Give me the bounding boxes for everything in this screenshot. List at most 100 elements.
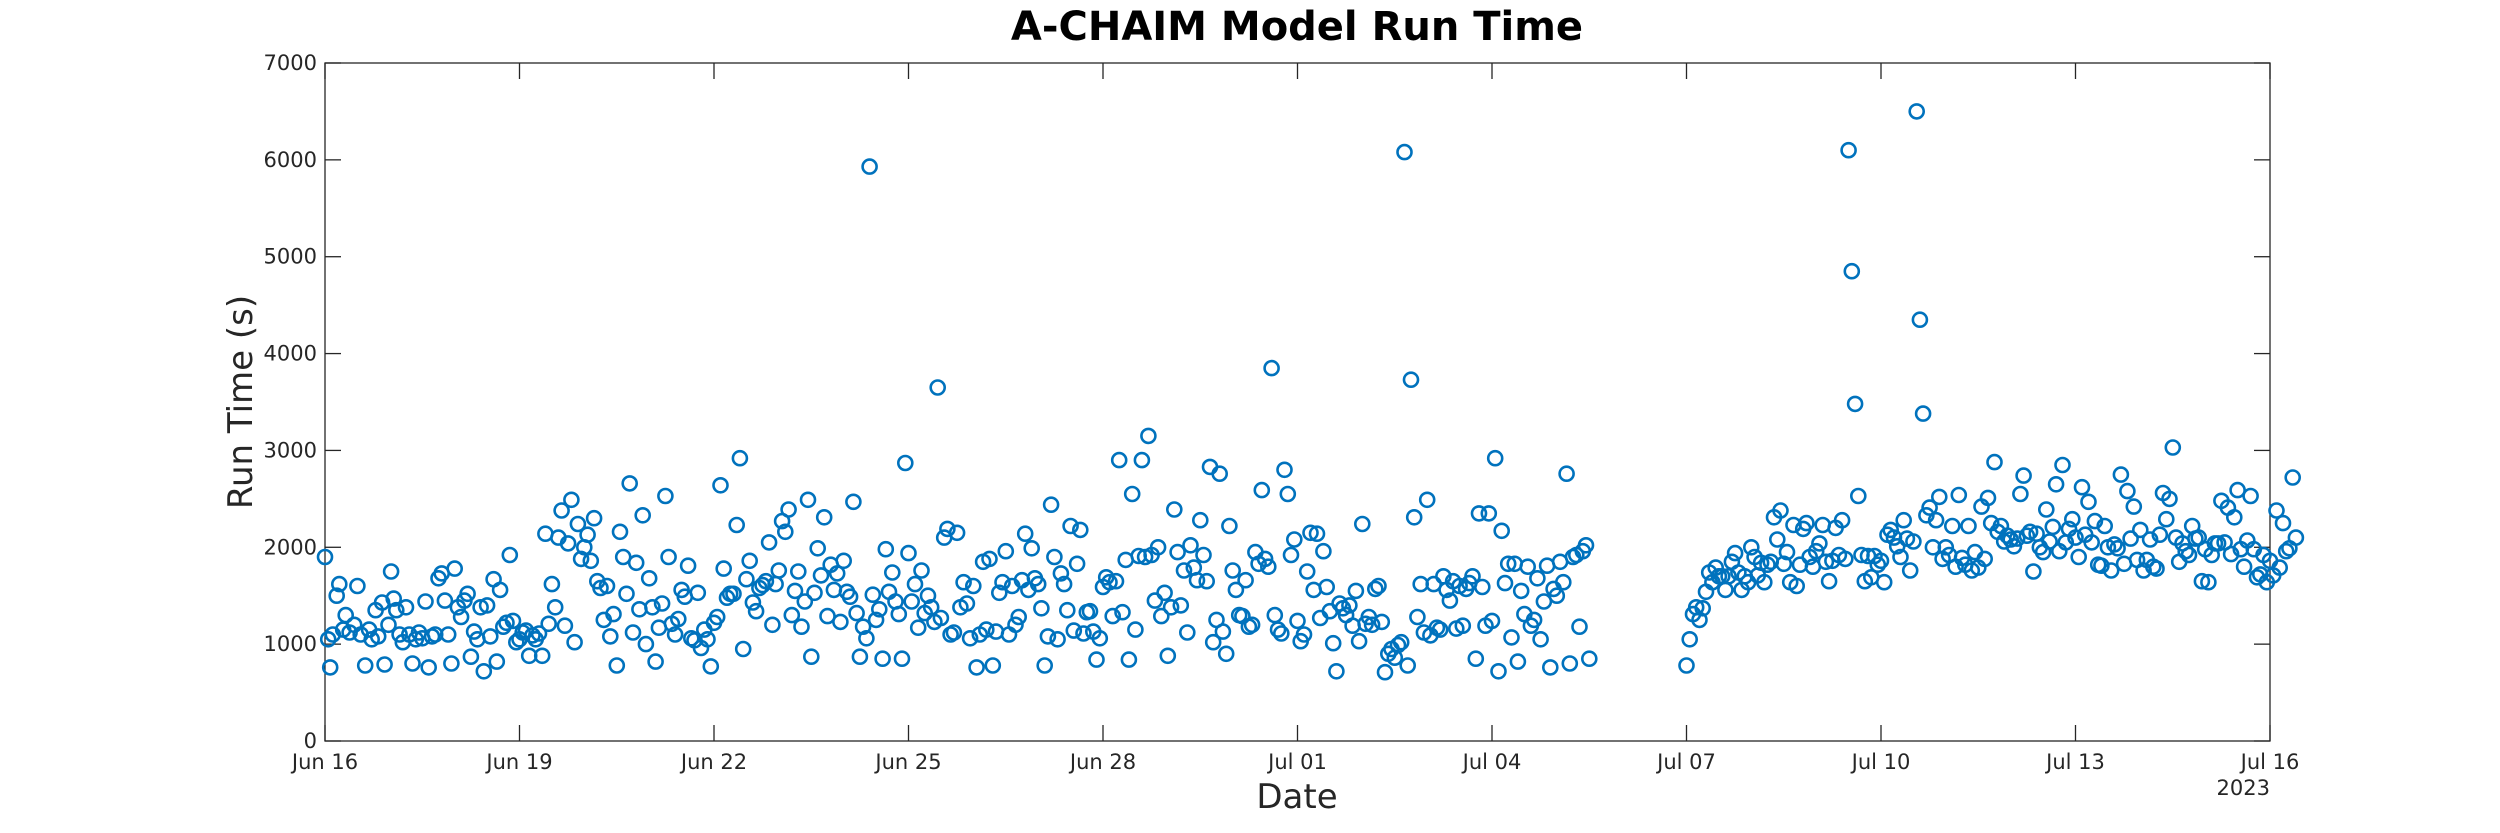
data-point — [1409, 608, 1426, 626]
data-point — [2047, 475, 2065, 493]
data-point — [728, 516, 746, 534]
data-point — [1901, 562, 1919, 579]
data-point — [1023, 539, 1040, 557]
data-point — [1402, 371, 1420, 389]
data-point — [2015, 467, 2032, 484]
data-point — [1120, 651, 1138, 668]
data-point — [1328, 662, 1345, 680]
data-point — [2277, 542, 2295, 560]
data-point — [1007, 616, 1024, 634]
data-point — [417, 593, 434, 610]
data-point — [1399, 657, 1416, 674]
data-point — [647, 653, 664, 670]
data-point — [1088, 651, 1105, 668]
y-tick-label: 0 — [304, 729, 317, 753]
data-point — [1986, 453, 2003, 471]
data-point — [1979, 489, 1997, 507]
data-point — [569, 515, 587, 533]
data-point — [621, 475, 639, 492]
data-point — [1756, 573, 1773, 591]
data-point — [2073, 478, 2091, 496]
data-point — [627, 554, 645, 572]
data-point — [835, 552, 853, 570]
x-tick-label: Jun 22 — [679, 750, 747, 774]
data-point — [1441, 592, 1459, 609]
data-point — [1243, 616, 1261, 634]
data-point — [1204, 633, 1222, 651]
data-point — [2008, 530, 2026, 547]
data-point — [1850, 487, 1867, 505]
data-point — [356, 657, 374, 674]
data-point — [760, 534, 778, 551]
data-point — [1694, 599, 1711, 617]
data-point — [330, 575, 348, 593]
data-point — [640, 569, 658, 587]
data-point — [1480, 505, 1498, 522]
data-point — [1269, 621, 1287, 638]
data-point — [1548, 587, 1566, 605]
data-point — [1341, 597, 1358, 614]
data-point — [929, 379, 947, 396]
data-point — [319, 630, 337, 648]
data-point — [2106, 536, 2123, 553]
data-point — [1396, 143, 1413, 161]
data-point — [465, 623, 483, 640]
data-point — [1373, 613, 1391, 631]
data-point — [452, 608, 470, 626]
data-point — [1921, 499, 1938, 516]
data-point — [1454, 617, 1472, 635]
data-point — [1772, 502, 1789, 519]
data-point — [439, 626, 457, 643]
data-point — [2177, 542, 2194, 560]
x-tick-label: Jul 07 — [1655, 750, 1716, 774]
data-point — [845, 493, 862, 511]
data-point — [2067, 529, 2084, 546]
data-point — [854, 618, 872, 636]
data-point — [1201, 458, 1219, 476]
data-point — [1133, 451, 1151, 469]
data-point — [1911, 311, 1929, 329]
data-point — [2151, 526, 2169, 544]
data-point — [867, 611, 885, 629]
x-tick-label: Jul 16 — [2239, 750, 2300, 774]
data-point — [481, 628, 499, 645]
data-point — [530, 625, 548, 642]
x-tick-label: Jul 13 — [2044, 750, 2105, 774]
data-point — [1363, 616, 1381, 634]
data-point — [1817, 553, 1835, 571]
data-point — [1179, 624, 1196, 641]
data-point — [870, 600, 888, 618]
data-point — [738, 570, 755, 588]
data-point — [1846, 395, 1864, 413]
data-point — [462, 648, 480, 666]
data-point — [1431, 621, 1449, 638]
x-axis-year-label: 2023 — [2217, 776, 2270, 800]
data-point — [2012, 485, 2029, 503]
data-point — [2109, 539, 2126, 557]
data-point — [614, 548, 632, 566]
data-point — [1882, 521, 1899, 539]
data-point — [634, 506, 652, 524]
data-point — [1211, 465, 1228, 483]
data-point — [874, 650, 891, 668]
data-point — [1367, 580, 1384, 598]
data-point — [864, 586, 882, 604]
data-point — [708, 608, 726, 626]
data-point — [2209, 535, 2227, 552]
data-point — [1227, 581, 1245, 599]
data-point — [1162, 598, 1180, 616]
data-point — [1253, 481, 1271, 499]
x-tick-label: Jul 01 — [1266, 750, 1327, 774]
data-point — [1256, 550, 1274, 568]
data-point — [2242, 487, 2259, 505]
data-point — [478, 597, 496, 614]
data-point — [786, 582, 804, 600]
data-point — [1055, 575, 1073, 593]
data-point — [1324, 634, 1342, 652]
data-point — [543, 575, 561, 593]
data-point — [1146, 592, 1164, 609]
data-point — [757, 572, 775, 590]
data-point — [1221, 517, 1238, 535]
data-point — [780, 501, 797, 518]
chart-title: A-CHAIM Model Run Time — [1011, 4, 1583, 50]
